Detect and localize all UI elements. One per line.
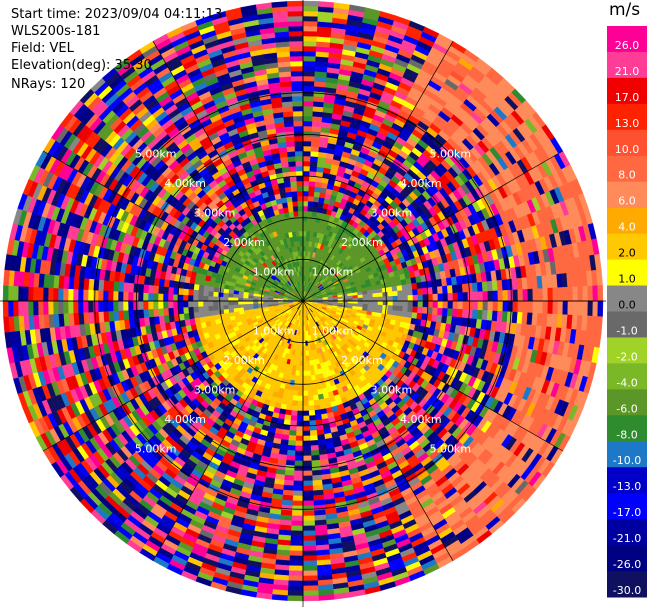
velocity-cells xyxy=(2,0,604,602)
